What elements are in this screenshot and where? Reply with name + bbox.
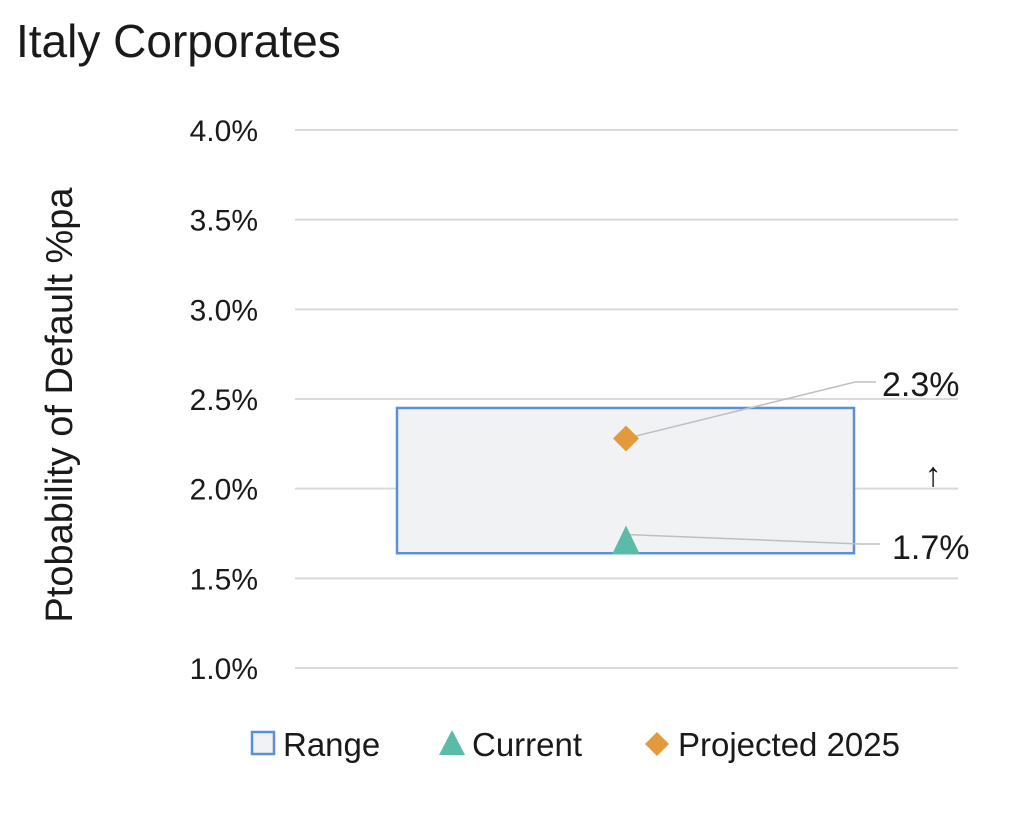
plot-area bbox=[395, 381, 880, 555]
leader-line-current bbox=[625, 533, 880, 545]
data-labels: 2.3% 1.7% ↑ bbox=[882, 366, 970, 567]
y-tick-label: 1.0% bbox=[190, 653, 258, 686]
y-tick-label: 3.5% bbox=[190, 205, 258, 238]
projected-2025-label: 2.3% bbox=[882, 366, 960, 404]
y-tick-labels: 4.0% 3.5% 3.0% 2.5% 2.0% 1.5% 1.0% bbox=[190, 115, 258, 686]
leader-line-projected bbox=[625, 381, 876, 440]
legend: Range Current Projected 2025 bbox=[250, 726, 900, 763]
legend-current-label: Current bbox=[472, 726, 582, 763]
legend-range-swatch bbox=[250, 730, 276, 756]
legend-current-swatch bbox=[439, 730, 465, 755]
y-axis-label: Ptobability of Default %pa bbox=[39, 187, 81, 623]
current-marker bbox=[612, 525, 640, 555]
projected-2025-marker bbox=[613, 425, 639, 452]
current-label: 1.7% bbox=[892, 529, 970, 567]
y-tick-label: 2.5% bbox=[190, 384, 258, 417]
legend-range-label: Range bbox=[283, 726, 380, 763]
gridlines bbox=[295, 129, 958, 669]
legend-projected-label: Projected 2025 bbox=[678, 726, 900, 763]
y-tick-label: 3.0% bbox=[190, 294, 258, 327]
y-tick-label: 4.0% bbox=[190, 115, 258, 148]
up-arrow-annotation: ↑ bbox=[925, 456, 942, 494]
y-tick-label: 2.0% bbox=[190, 474, 258, 507]
legend-projected-swatch bbox=[645, 732, 669, 756]
chart-title: Italy Corporates bbox=[16, 15, 341, 67]
y-tick-label: 1.5% bbox=[190, 563, 258, 596]
